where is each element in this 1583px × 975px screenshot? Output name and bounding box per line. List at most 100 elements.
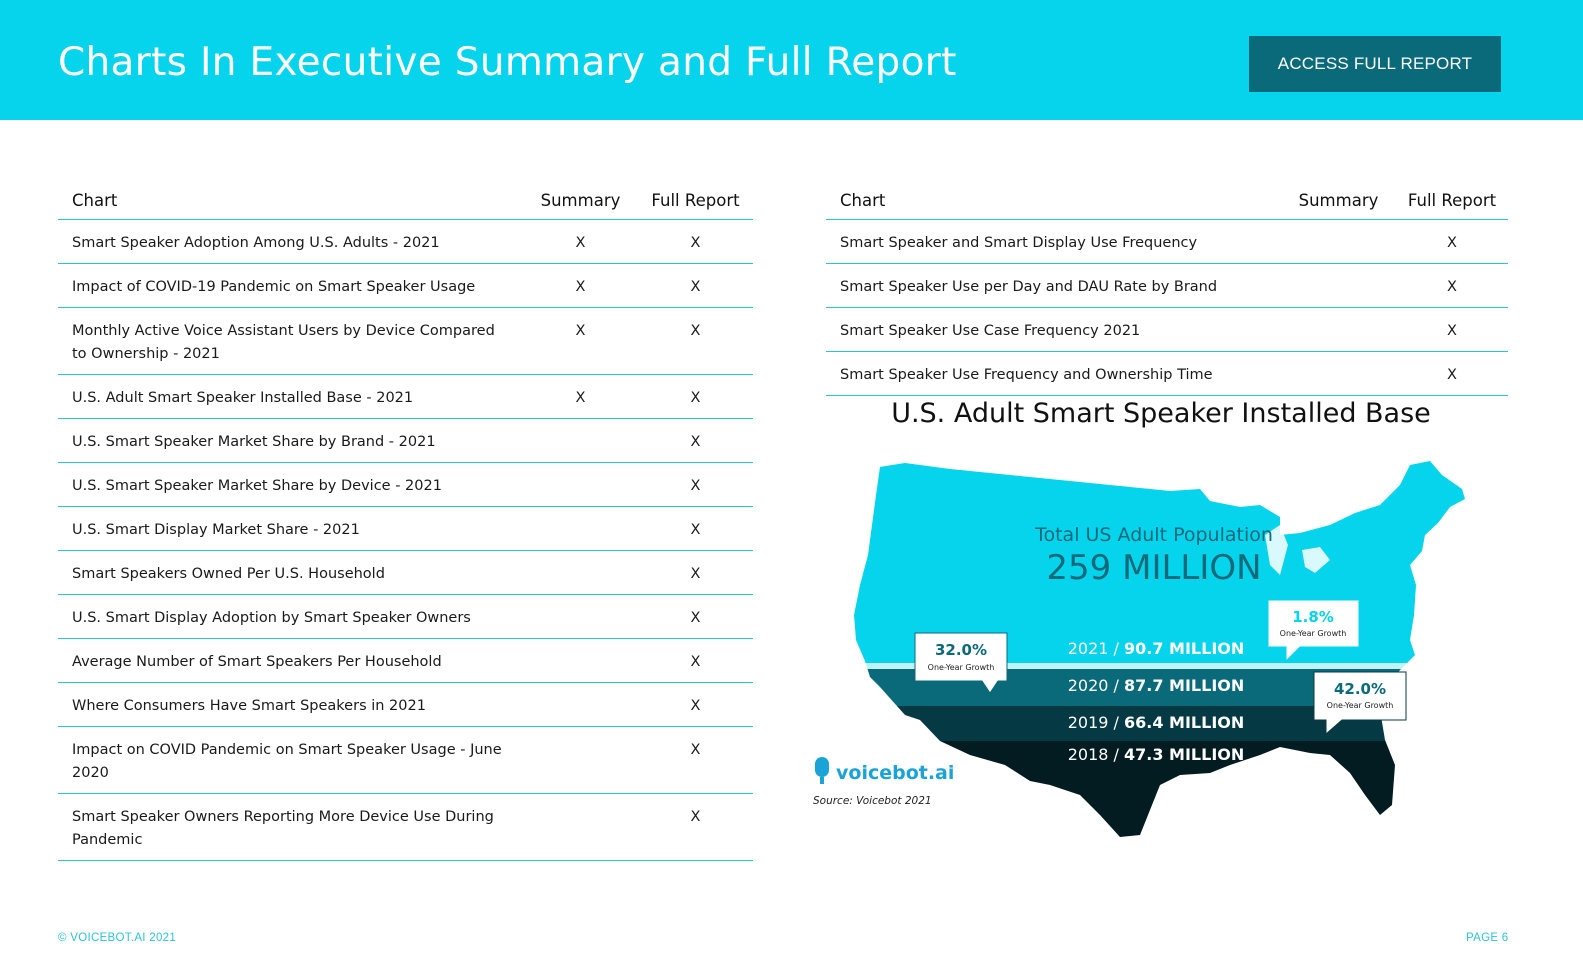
table-row: U.S. Smart Speaker Market Share by Devic… [58,462,753,507]
summary-cell [1281,307,1396,352]
great-lakes-shape [1265,525,1288,575]
chart-cell: U.S. Smart Display Market Share - 2021 [58,506,523,551]
svg-text:One-Year Growth: One-Year Growth [1327,701,1394,710]
table-row: Smart Speaker Use Frequency and Ownershi… [826,351,1508,396]
svg-text:voicebot.ai: voicebot.ai [836,762,954,784]
table-header-row: Chart Summary Full Report [58,181,753,220]
summary-cell [523,682,638,727]
band-label-2018: 2018 / 47.3 MILLION [1068,745,1245,764]
summary-cell [523,638,638,683]
chart-cell: Impact on COVID Pandemic on Smart Speake… [58,726,523,794]
us-map-graphic: Total US Adult Population 259 MILLION 20… [813,461,1465,837]
table-row: U.S. Smart Speaker Market Share by Brand… [58,418,753,463]
full-report-cell: X [638,263,753,308]
band-label-2021: 2021 / 90.7 MILLION [1068,639,1245,658]
chart-cell: Monthly Active Voice Assistant Users by … [58,307,523,375]
full-report-cell: X [638,638,753,683]
full-report-cell: X [638,307,753,375]
full-report-cell: X [1396,351,1508,396]
svg-text:32.0%: 32.0% [935,641,987,659]
page-title: Charts In Executive Summary and Full Rep… [58,40,957,85]
full-report-cell: X [638,418,753,463]
table-body: Smart Speaker Adoption Among U.S. Adults… [58,219,753,861]
summary-cell [523,418,638,463]
band-label-2020: 2020 / 87.7 MILLION [1068,676,1245,695]
chart-cell: U.S. Adult Smart Speaker Installed Base … [58,374,523,419]
full-report-cell: X [638,219,753,264]
source-note: Source: Voicebot 2021 [813,795,932,807]
header-banner: Charts In Executive Summary and Full Rep… [0,0,1583,120]
summary-cell [1281,219,1396,264]
band-label-2019: 2019 / 66.4 MILLION [1068,713,1245,732]
table-row: Impact on COVID Pandemic on Smart Speake… [58,726,753,794]
charts-table-right: Chart Summary Full Report Smart Speaker … [826,181,1508,396]
col-header-full-report: Full Report [638,181,753,220]
summary-cell [523,462,638,507]
summary-cell [523,594,638,639]
full-report-cell: X [638,462,753,507]
population-value: 259 MILLION [1046,548,1261,588]
full-report-cell: X [638,793,753,861]
summary-cell [523,793,638,861]
chart-cell: Smart Speaker Use Case Frequency 2021 [826,307,1281,352]
callout-1-8: 1.8% One-Year Growth [1267,599,1360,663]
chart-cell: Smart Speaker Use per Day and DAU Rate b… [826,263,1281,308]
chart-cell: Smart Speakers Owned Per U.S. Household [58,550,523,595]
chart-cell: Where Consumers Have Smart Speakers in 2… [58,682,523,727]
col-header-summary: Summary [523,181,638,220]
access-full-report-button[interactable]: ACCESS FULL REPORT [1249,36,1501,92]
full-report-cell: X [1396,263,1508,308]
band-2021 [854,663,1465,669]
charts-table-left: Chart Summary Full Report Smart Speaker … [58,181,753,861]
col-header-full-report: Full Report [1396,181,1508,220]
table-row: Smart Speaker Owners Reporting More Devi… [58,793,753,861]
summary-cell [1281,263,1396,308]
chart-cell: U.S. Smart Display Adoption by Smart Spe… [58,594,523,639]
map-title: U.S. Adult Smart Speaker Installed Base [891,398,1431,429]
table-body: Smart Speaker and Smart Display Use Freq… [826,219,1508,396]
installed-base-map: Total US Adult Population 259 MILLION 20… [810,455,1490,845]
callout-32: 32.0% One-Year Growth [914,632,1008,694]
table-row: Smart Speakers Owned Per U.S. Household X [58,550,753,595]
footer-copyright: © VOICEBOT.AI 2021 [58,932,177,944]
full-report-cell: X [638,594,753,639]
summary-cell: X [523,307,638,375]
table-row: Smart Speaker Use per Day and DAU Rate b… [826,263,1508,308]
chart-cell: Smart Speaker and Smart Display Use Freq… [826,219,1281,264]
table-row: Monthly Active Voice Assistant Users by … [58,307,753,375]
full-report-cell: X [638,726,753,794]
col-header-chart: Chart [826,181,1281,220]
svg-text:42.0%: 42.0% [1334,680,1386,698]
table-row: Impact of COVID-19 Pandemic on Smart Spe… [58,263,753,308]
table-header-row: Chart Summary Full Report [826,181,1508,220]
summary-cell [1281,351,1396,396]
table-row: Average Number of Smart Speakers Per Hou… [58,638,753,683]
col-header-summary: Summary [1281,181,1396,220]
table-row: Smart Speaker and Smart Display Use Freq… [826,219,1508,264]
table-row: Smart Speaker Adoption Among U.S. Adults… [58,219,753,264]
full-report-cell: X [638,506,753,551]
chart-cell: Impact of COVID-19 Pandemic on Smart Spe… [58,263,523,308]
table-row: Where Consumers Have Smart Speakers in 2… [58,682,753,727]
full-report-cell: X [638,550,753,595]
population-label: Total US Adult Population [1034,524,1273,546]
svg-text:One-Year Growth: One-Year Growth [928,663,995,672]
table-row: U.S. Smart Display Adoption by Smart Spe… [58,594,753,639]
table-row: Smart Speaker Use Case Frequency 2021 X [826,307,1508,352]
voicebot-logo: voicebot.ai [815,757,954,784]
summary-cell: X [523,374,638,419]
full-report-cell: X [1396,307,1508,352]
chart-cell: Smart Speaker Use Frequency and Ownershi… [826,351,1281,396]
footer-page-number: PAGE 6 [1466,932,1509,944]
summary-cell: X [523,219,638,264]
full-report-cell: X [638,374,753,419]
full-report-cell: X [638,682,753,727]
summary-cell [523,726,638,794]
chart-cell: Smart Speaker Adoption Among U.S. Adults… [58,219,523,264]
svg-text:1.8%: 1.8% [1292,608,1334,626]
col-header-chart: Chart [58,181,523,220]
microphone-icon [815,757,829,777]
svg-text:One-Year Growth: One-Year Growth [1280,629,1347,638]
summary-cell [523,550,638,595]
great-lakes-shape [1302,547,1330,573]
